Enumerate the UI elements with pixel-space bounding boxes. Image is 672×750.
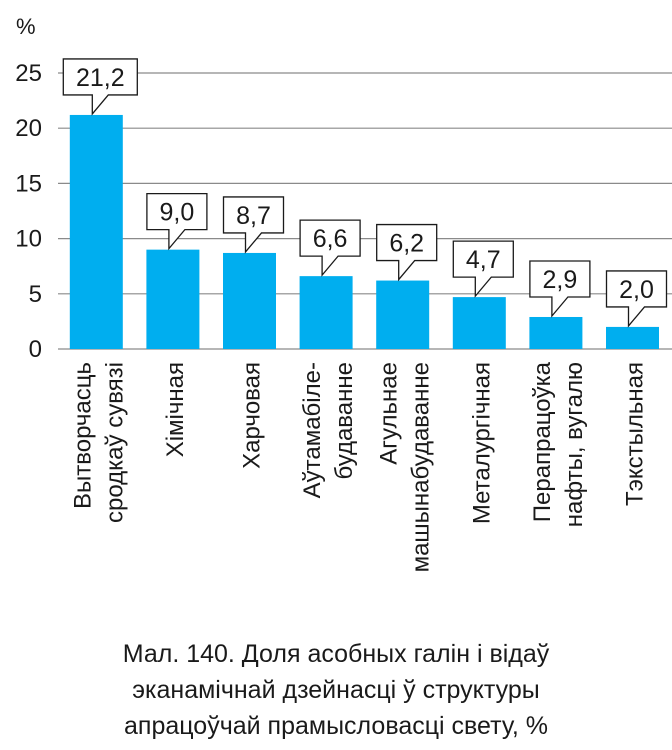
y-tick-label: 25 [15, 60, 42, 87]
y-tick-label: 20 [15, 115, 42, 142]
caption-line: апрацоўчай прамысловасці свету, % [124, 712, 548, 740]
bar [606, 326, 659, 349]
value-callout-box [452, 240, 514, 298]
value-label: 2,9 [543, 266, 578, 294]
bar-chart: % 0 5 10 15 20 25 21,2 9,0 8,7 6,6 6,2 4,7 2,9 2,0 В… [15, 14, 672, 572]
bar [452, 297, 506, 349]
category-label: Аўтамабіле- [299, 362, 326, 498]
category-label: будаванне [331, 362, 358, 479]
bar [69, 114, 123, 350]
value-callouts: 21,2 9,0 8,7 6,6 6,2 4,7 2,9 2,0 [62, 58, 668, 328]
value-label: 8,7 [236, 202, 271, 230]
bar [529, 316, 583, 349]
value-label: 2,0 [619, 276, 654, 304]
y-tick-label: 15 [15, 170, 42, 197]
figure-caption: Мал. 140. Доля асобных галін і відаў эка… [0, 636, 672, 744]
value-label: 9,0 [160, 199, 195, 227]
category-label: Тэкстыльная [622, 362, 649, 506]
bars [69, 114, 659, 350]
bar [376, 280, 430, 349]
y-tick-label: 10 [15, 226, 42, 253]
caption-line: эканамічнай дзейнасці ў структуры [132, 676, 540, 704]
category-label: Хімічная [162, 362, 189, 457]
y-tick-label: 0 [29, 336, 42, 363]
value-callout-box [299, 219, 361, 277]
value-label: 4,7 [466, 246, 501, 274]
y-axis-unit-label: % [16, 14, 36, 39]
value-callout-box [529, 260, 591, 318]
value-label: 6,6 [313, 225, 348, 253]
value-callout-box [376, 223, 438, 282]
category-label: Харчовая [239, 362, 266, 469]
value-label: 21,2 [76, 64, 125, 92]
caption-line: Мал. 140. Доля асобных галін і відаў [122, 640, 550, 668]
value-callout-box [146, 192, 208, 251]
x-axis-labels: Вытворчасць сродкаў сувязі Хімічная Харчова… [69, 361, 648, 572]
bar [223, 252, 276, 349]
bar [146, 249, 200, 349]
category-label: нафты, вугалю [561, 362, 588, 527]
category-label: Перапрацоўка [529, 361, 556, 522]
bar [299, 276, 353, 349]
y-axis-ticks: 0 5 10 15 20 25 [15, 60, 42, 363]
y-tick-label: 5 [29, 281, 42, 308]
value-label: 6,2 [389, 230, 424, 258]
value-callout-box [605, 270, 668, 328]
category-label: сродкаў сувязі [101, 362, 128, 523]
category-label: Вытворчасць [69, 362, 96, 509]
value-callout-box [62, 58, 138, 116]
category-label: Агульнае [376, 362, 403, 465]
value-callout-box [222, 196, 285, 254]
category-label: машынабудаванне [408, 362, 435, 572]
category-label: Металургічная [468, 362, 495, 524]
